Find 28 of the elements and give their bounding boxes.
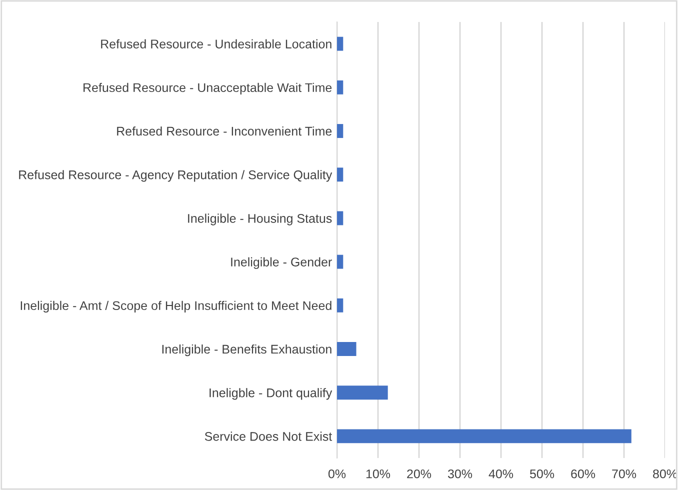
y-tick-label: Ineligible - Benefits Exhaustion: [162, 344, 332, 356]
bar: [337, 168, 344, 182]
x-tick-label: 20%: [407, 469, 432, 478]
bar: [337, 342, 356, 356]
y-tick-label: Refused Resource - Inconvenient Time: [117, 126, 332, 136]
y-tick-label: Ineligible - Housing Status: [188, 214, 332, 226]
x-tick-label: 30%: [448, 469, 472, 478]
bar: [337, 36, 344, 51]
x-tick-label: 50%: [530, 469, 554, 478]
x-tick-label: 40%: [488, 469, 514, 478]
bar: [337, 386, 388, 400]
x-tick-label: 0%: [328, 469, 346, 478]
y-tick-label: Ineligble - Dont qualify: [210, 388, 332, 400]
x-tick-label: 70%: [612, 469, 636, 478]
bar: [337, 211, 344, 226]
y-tick-label: Refused Resource - Unacceptable Wait Time: [84, 82, 332, 95]
bar: [337, 254, 344, 269]
y-tick-label: Refused Resource - Agency Reputation / Service Quality: [19, 170, 332, 182]
y-tick-label: Refused Resource - Undesirable Location: [101, 39, 332, 48]
bar: [337, 429, 632, 444]
y-tick-label: Service Does Not Exist: [204, 432, 332, 441]
x-tick-label: 60%: [571, 469, 596, 478]
bar: [337, 80, 344, 94]
y-tick-label: Ineligible - Amt / Scope of Help Insufficient to Meet Need: [20, 300, 332, 313]
y-tick-label: Ineligible - Gender: [231, 257, 332, 269]
bar: [337, 124, 344, 138]
x-tick-label: 10%: [366, 469, 390, 478]
bar: [337, 298, 344, 312]
